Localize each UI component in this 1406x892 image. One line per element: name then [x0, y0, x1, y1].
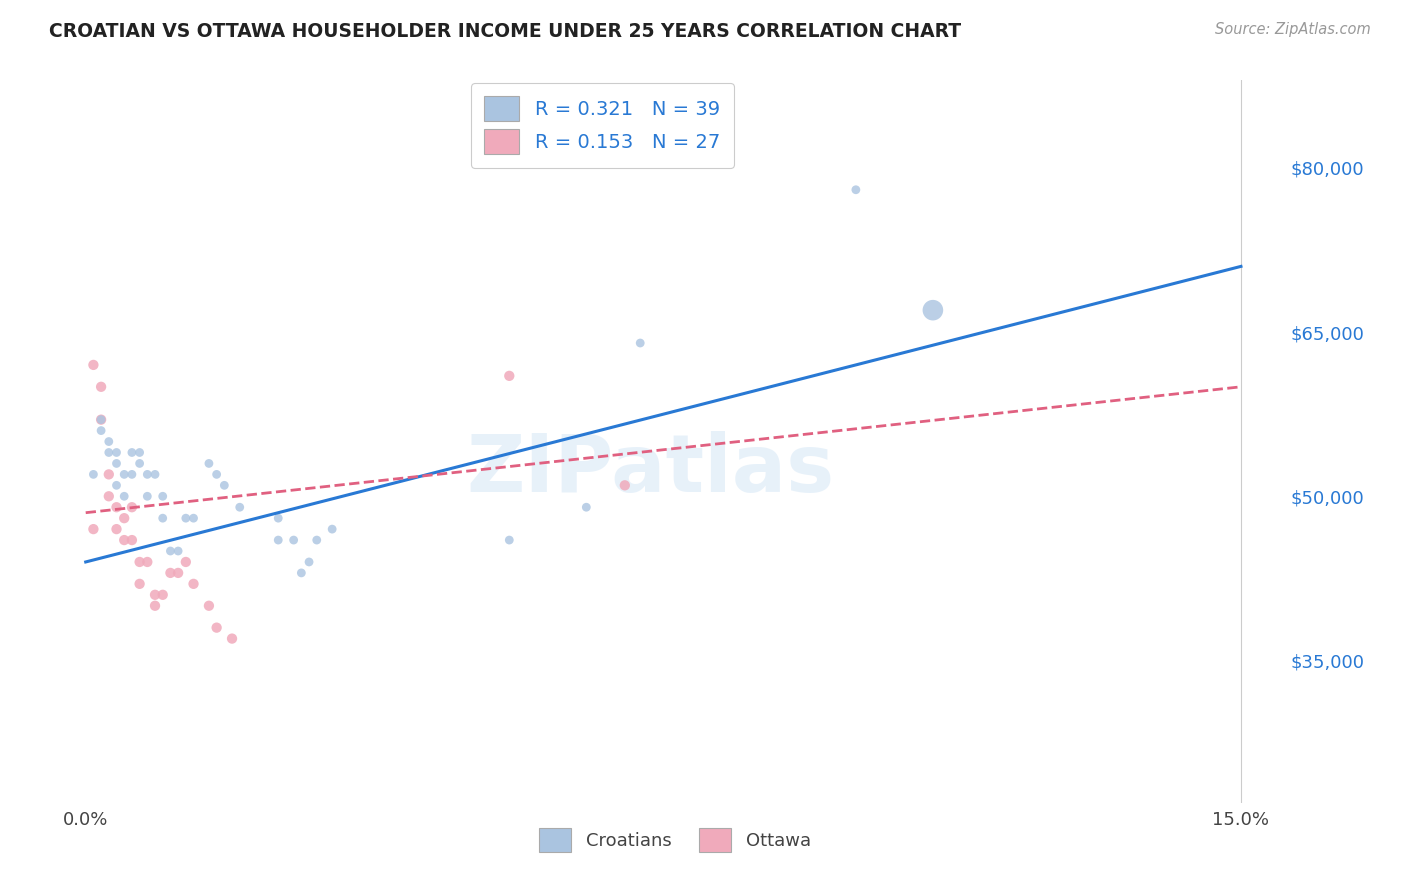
Point — [82, 522, 104, 536]
Point — [90, 380, 112, 394]
Point — [97, 445, 120, 459]
Point — [112, 533, 135, 547]
Point — [167, 566, 190, 580]
Point — [121, 467, 143, 482]
Point — [290, 566, 312, 580]
Point — [105, 500, 128, 515]
Point — [121, 500, 143, 515]
Point — [159, 544, 181, 558]
Point — [183, 511, 205, 525]
Legend: Croatians, Ottawa: Croatians, Ottawa — [531, 822, 818, 859]
Point — [128, 577, 150, 591]
Point — [159, 566, 181, 580]
Point — [321, 522, 343, 536]
Point — [498, 368, 520, 383]
Point — [167, 544, 190, 558]
Point — [198, 457, 221, 471]
Point — [97, 489, 120, 503]
Point — [152, 588, 174, 602]
Point — [128, 457, 150, 471]
Point — [205, 467, 228, 482]
Text: CROATIAN VS OTTAWA HOUSEHOLDER INCOME UNDER 25 YEARS CORRELATION CHART: CROATIAN VS OTTAWA HOUSEHOLDER INCOME UN… — [49, 22, 962, 41]
Point — [575, 500, 598, 515]
Point — [198, 599, 221, 613]
Point — [152, 489, 174, 503]
Point — [128, 555, 150, 569]
Point — [82, 358, 104, 372]
Point — [305, 533, 328, 547]
Point — [112, 489, 135, 503]
Point — [90, 412, 112, 426]
Point — [128, 445, 150, 459]
Point — [136, 467, 159, 482]
Point — [121, 445, 143, 459]
Point — [613, 478, 636, 492]
Point — [143, 467, 166, 482]
Point — [143, 599, 166, 613]
Text: ZIPatlas: ZIPatlas — [467, 432, 835, 509]
Point — [152, 511, 174, 525]
Text: Source: ZipAtlas.com: Source: ZipAtlas.com — [1215, 22, 1371, 37]
Point — [283, 533, 305, 547]
Point — [82, 467, 104, 482]
Point — [183, 577, 205, 591]
Point — [105, 457, 128, 471]
Point — [136, 555, 159, 569]
Point — [628, 336, 651, 351]
Point — [845, 183, 868, 197]
Point — [97, 467, 120, 482]
Point — [90, 424, 112, 438]
Point — [205, 621, 228, 635]
Point — [105, 522, 128, 536]
Point — [112, 467, 135, 482]
Point — [922, 303, 945, 318]
Point — [121, 533, 143, 547]
Point — [221, 632, 243, 646]
Point — [214, 478, 236, 492]
Point — [105, 478, 128, 492]
Point — [136, 489, 159, 503]
Point — [90, 412, 112, 426]
Point — [298, 555, 321, 569]
Point — [112, 511, 135, 525]
Point — [267, 533, 290, 547]
Point — [229, 500, 252, 515]
Point — [97, 434, 120, 449]
Point — [143, 588, 166, 602]
Point — [498, 533, 520, 547]
Point — [267, 511, 290, 525]
Point — [105, 445, 128, 459]
Point — [174, 511, 197, 525]
Point — [174, 555, 197, 569]
